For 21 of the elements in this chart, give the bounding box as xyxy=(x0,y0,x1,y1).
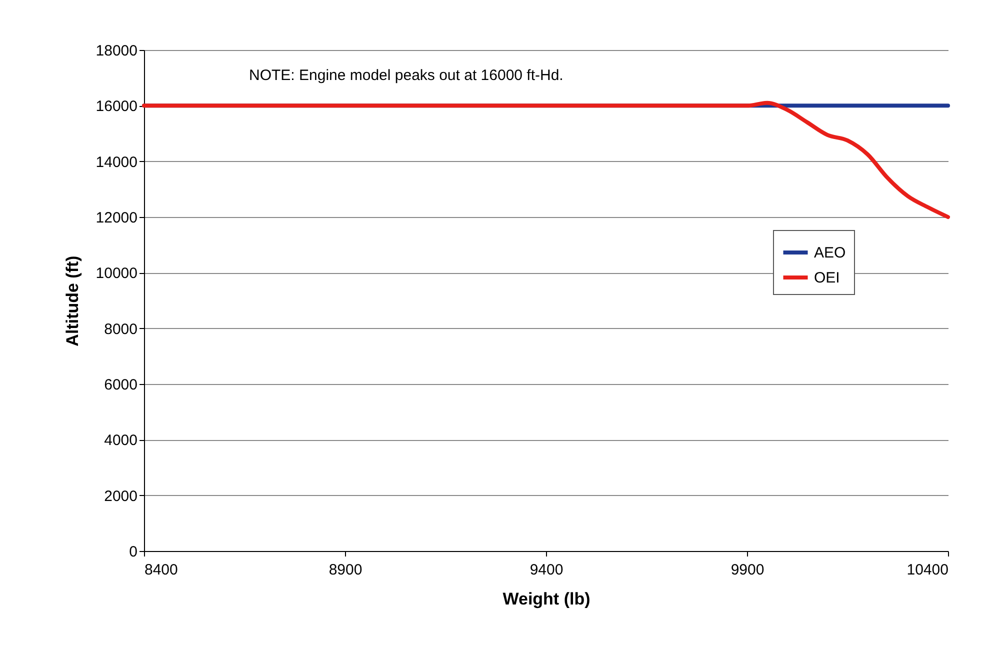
x-tick-label: 10400 xyxy=(906,562,948,578)
x-axis-title: Weight (lb) xyxy=(502,590,590,608)
line-series xyxy=(142,100,950,219)
x-tick-label: 9900 xyxy=(730,562,764,578)
y-tick-label: 6000 xyxy=(104,376,138,394)
legend-label: OEI xyxy=(814,270,840,286)
y-axis-title: Altitude (ft) xyxy=(62,256,82,346)
y-tick-label: 18000 xyxy=(96,42,138,60)
x-tick-label: 8400 xyxy=(144,562,178,578)
y-tick-label: 2000 xyxy=(104,488,138,505)
y-tick-label: 10000 xyxy=(96,265,138,282)
y-tick-label: 0 xyxy=(129,544,138,560)
y-tick-label: 8000 xyxy=(104,320,138,338)
y-tick-label: 16000 xyxy=(96,98,138,116)
legend-label: AEO xyxy=(814,244,846,262)
annotation: NOTE: Engine model peaks out at 16000 ft-Hd. xyxy=(249,67,564,84)
y-tick-label: 12000 xyxy=(96,210,138,226)
x-tick-label: 8900 xyxy=(328,562,362,578)
y-tick-label: 4000 xyxy=(104,432,138,450)
y-tick-label: 14000 xyxy=(96,154,138,171)
x-tick-label: 9400 xyxy=(530,562,564,578)
